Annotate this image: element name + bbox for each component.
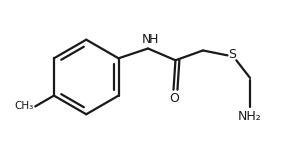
Text: NH₂: NH₂ <box>238 110 262 123</box>
Text: H: H <box>149 33 158 46</box>
Text: O: O <box>170 92 179 105</box>
Text: CH₃: CH₃ <box>14 101 33 111</box>
Text: S: S <box>228 48 237 61</box>
Text: N: N <box>142 33 151 46</box>
